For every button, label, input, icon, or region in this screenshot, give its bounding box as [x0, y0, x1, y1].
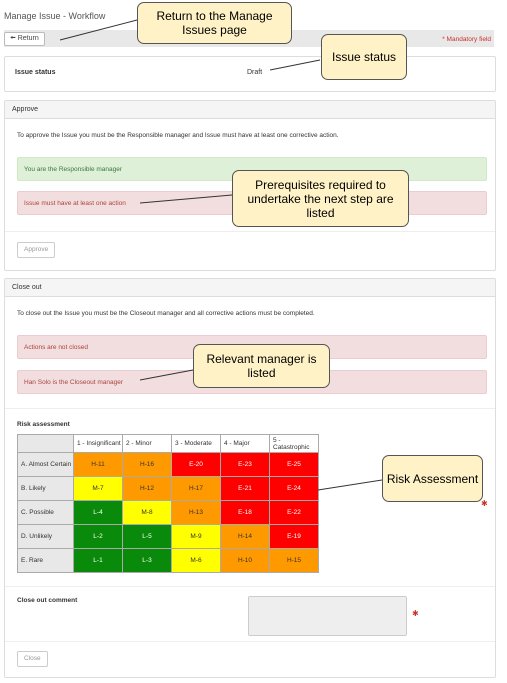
closeout-intro: To close out the Issue you must be the C… [17, 310, 315, 317]
risk-cell[interactable]: E-19 [269, 524, 319, 549]
required-marker: ✱ [481, 499, 488, 508]
risk-row: B. Likely M-7 H-12 H-17 E-21 E-24 [17, 476, 319, 501]
approve-button[interactable]: Approve [17, 242, 56, 258]
risk-matrix: 1 - Insignificant 2 - Minor 3 - Moderate… [17, 434, 319, 573]
page-title: Manage Issue - Workflow [4, 11, 106, 21]
risk-row-label: E. Rare [17, 548, 74, 573]
risk-row-label: D. Unlikely [17, 524, 74, 549]
risk-cell[interactable]: L-5 [122, 524, 172, 549]
risk-row-label: C. Possible [17, 500, 74, 525]
arrow-left-icon: 🠨 [10, 35, 16, 42]
callout-manager: Relevant manager is listed [193, 344, 330, 388]
risk-cell[interactable]: L-1 [73, 548, 123, 573]
risk-cell[interactable]: L-4 [73, 500, 123, 525]
risk-cell[interactable]: M-9 [171, 524, 221, 549]
risk-cell[interactable]: E-20 [171, 452, 221, 477]
issue-status-panel: Issue status Draft [4, 56, 496, 92]
closeout-comment-field[interactable] [248, 596, 407, 636]
risk-cell[interactable]: H-17 [171, 476, 221, 501]
risk-row: A. Almost Certain H-11 H-16 E-20 E-23 E-… [17, 452, 319, 477]
issue-status-value: Draft [247, 69, 263, 76]
divider [5, 641, 495, 642]
closeout-header: Close out [5, 279, 495, 297]
risk-cell[interactable]: E-24 [269, 476, 319, 501]
return-label: Return [17, 35, 39, 42]
risk-col-header: 5 - Catastrophic [269, 434, 319, 453]
risk-cell[interactable]: H-12 [122, 476, 172, 501]
risk-cell[interactable]: H-11 [73, 452, 123, 477]
approve-header: Approve [5, 101, 495, 119]
approve-intro: To approve the Issue you must be the Res… [17, 132, 339, 139]
callout-prerequisites: Prerequisites required to undertake the … [232, 170, 409, 227]
risk-cell[interactable]: H-15 [269, 548, 319, 573]
required-marker: ✱ [412, 609, 419, 618]
risk-cell[interactable]: E-25 [269, 452, 319, 477]
divider [5, 408, 495, 409]
risk-cell[interactable]: E-22 [269, 500, 319, 525]
issue-status-label: Issue status [15, 69, 56, 76]
divider [5, 231, 495, 232]
risk-row: D. Unlikely L-2 L-5 M-9 H-14 E-19 [17, 524, 319, 549]
risk-assessment-title: Risk assessment [17, 421, 70, 428]
close-button[interactable]: Close [17, 651, 48, 667]
risk-cell[interactable]: E-23 [220, 452, 270, 477]
closeout-comment-label: Close out comment [17, 597, 78, 604]
risk-cell[interactable]: M-7 [73, 476, 123, 501]
callout-risk: Risk Assessment [382, 455, 483, 502]
risk-row-label: A. Almost Certain [17, 452, 74, 477]
risk-row: E. Rare L-1 L-3 M-6 H-10 H-15 [17, 548, 319, 573]
risk-cell[interactable]: H-16 [122, 452, 172, 477]
callout-return: Return to the Manage Issues page [137, 2, 292, 44]
divider [5, 586, 495, 587]
risk-row-label: B. Likely [17, 476, 74, 501]
risk-cell[interactable]: L-2 [73, 524, 123, 549]
risk-row: C. Possible L-4 M-8 H-13 E-18 E-22 [17, 500, 319, 525]
risk-cell[interactable]: M-6 [171, 548, 221, 573]
mandatory-note: * Mandatory field [442, 36, 491, 43]
risk-cell[interactable]: M-8 [122, 500, 172, 525]
return-button[interactable]: 🠨 Return [4, 32, 45, 46]
callout-issue-status: Issue status [321, 34, 407, 80]
risk-col-header: 1 - Insignificant [73, 434, 123, 453]
